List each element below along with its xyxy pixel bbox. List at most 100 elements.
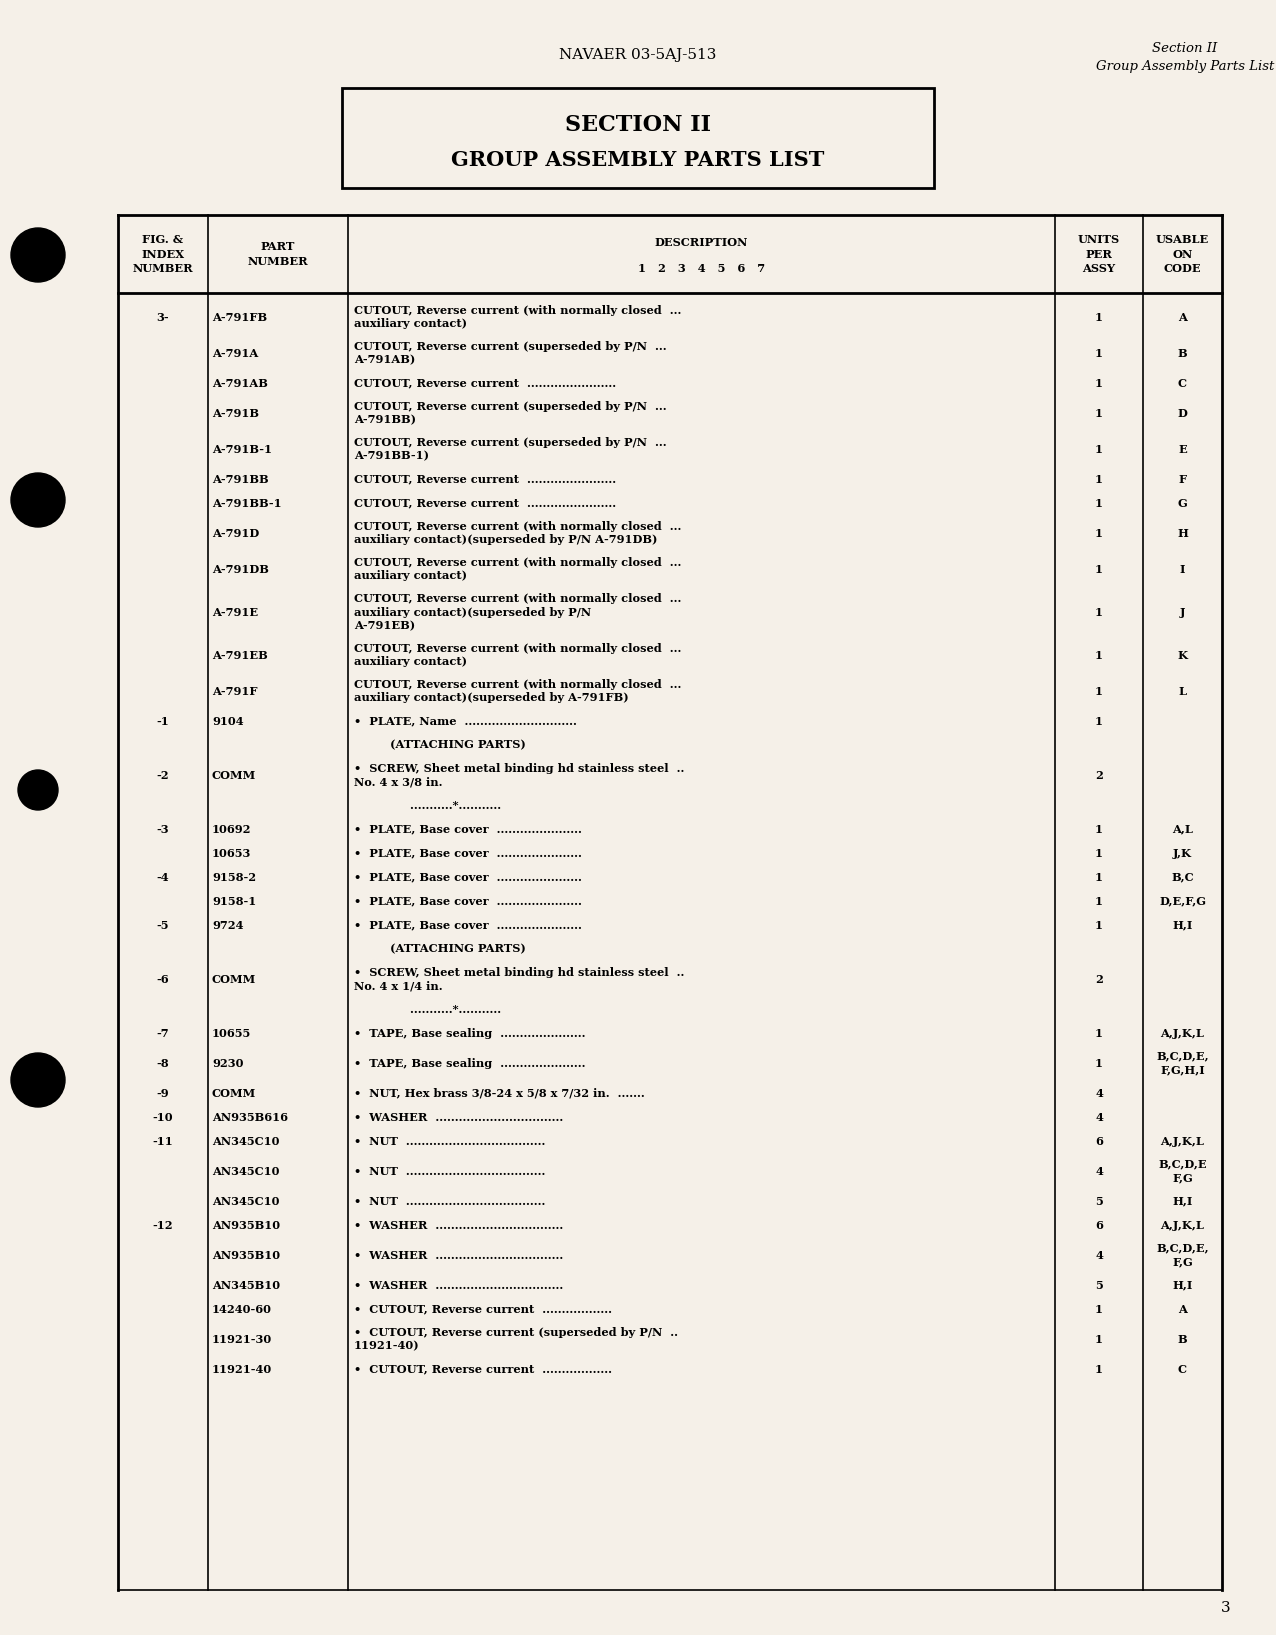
Text: •  TAPE, Base sealing  ......................: • TAPE, Base sealing ...................… (353, 1058, 586, 1069)
Text: •  SCREW, Sheet metal binding hd stainless steel  ..: • SCREW, Sheet metal binding hd stainles… (353, 966, 684, 978)
Text: NAVAER 03-5AJ-513: NAVAER 03-5AJ-513 (559, 47, 717, 62)
Text: 2: 2 (1095, 973, 1102, 984)
Text: 3: 3 (1220, 1601, 1230, 1615)
Text: B: B (1178, 348, 1187, 358)
Text: AN345C10: AN345C10 (212, 1195, 279, 1207)
Text: •  CUTOUT, Reverse current  ..................: • CUTOUT, Reverse current ..............… (353, 1303, 612, 1315)
Text: PART
NUMBER: PART NUMBER (248, 242, 309, 267)
Text: F,G,H,I: F,G,H,I (1160, 1064, 1205, 1076)
Text: CUTOUT, Reverse current (superseded by P/N  ...: CUTOUT, Reverse current (superseded by P… (353, 401, 666, 412)
Text: •  PLATE, Base cover  ......................: • PLATE, Base cover ....................… (353, 824, 582, 834)
Text: 9104: 9104 (212, 716, 244, 726)
Text: •  CUTOUT, Reverse current (superseded by P/N  ..: • CUTOUT, Reverse current (superseded by… (353, 1326, 678, 1337)
Text: J,K: J,K (1173, 847, 1192, 858)
Text: 1: 1 (1095, 312, 1102, 322)
Text: A-791EB): A-791EB) (353, 620, 415, 631)
Text: CUTOUT, Reverse current (with normally closed  ...: CUTOUT, Reverse current (with normally c… (353, 643, 681, 654)
Text: Section II: Section II (1152, 41, 1217, 54)
Text: -3: -3 (157, 824, 170, 834)
Text: CUTOUT, Reverse current  .......................: CUTOUT, Reverse current ................… (353, 497, 616, 508)
Text: •  TAPE, Base sealing  ......................: • TAPE, Base sealing ...................… (353, 1027, 586, 1038)
Text: -1: -1 (157, 716, 170, 726)
Text: No. 4 x 3/8 in.: No. 4 x 3/8 in. (353, 777, 443, 786)
Bar (342, 88, 934, 188)
Text: B: B (1178, 1334, 1187, 1344)
Text: A-791DB: A-791DB (212, 564, 269, 574)
Text: •  NUT  ....................................: • NUT ..................................… (353, 1166, 545, 1177)
Text: A,J,K,L: A,J,K,L (1161, 1027, 1205, 1038)
Text: A-791AB): A-791AB) (353, 355, 416, 365)
Text: 11921-40): 11921-40) (353, 1341, 420, 1351)
Text: 10692: 10692 (212, 824, 251, 834)
Text: •  WASHER  .................................: • WASHER ...............................… (353, 1249, 563, 1261)
Text: auxiliary contact)(superseded by A-791FB): auxiliary contact)(superseded by A-791FB… (353, 692, 629, 703)
Text: 1: 1 (1095, 919, 1102, 930)
Text: CUTOUT, Reverse current (with normally closed  ...: CUTOUT, Reverse current (with normally c… (353, 679, 681, 690)
Text: DESCRIPTION: DESCRIPTION (655, 237, 748, 249)
Text: CUTOUT, Reverse current (with normally closed  ...: CUTOUT, Reverse current (with normally c… (353, 558, 681, 567)
Text: •  PLATE, Base cover  ......................: • PLATE, Base cover ....................… (353, 871, 582, 883)
Text: A-791F: A-791F (212, 685, 258, 697)
Text: 9158-1: 9158-1 (212, 896, 256, 906)
Text: 11921-40: 11921-40 (212, 1364, 272, 1375)
Text: 1: 1 (1095, 528, 1102, 538)
Text: AN935B616: AN935B616 (212, 1112, 288, 1123)
Text: 9230: 9230 (212, 1058, 244, 1069)
Text: ...........*...........: ...........*........... (353, 800, 501, 811)
Text: 1: 1 (1095, 474, 1102, 484)
Text: COMM: COMM (212, 770, 256, 780)
Text: A-791EB: A-791EB (212, 649, 268, 661)
Circle shape (11, 1053, 65, 1107)
Text: •  PLATE, Base cover  ......................: • PLATE, Base cover ....................… (353, 847, 582, 858)
Text: -10: -10 (153, 1112, 174, 1123)
Text: B,C: B,C (1171, 871, 1194, 883)
Text: A-791E: A-791E (212, 607, 258, 618)
Text: 14240-60: 14240-60 (212, 1303, 272, 1315)
Text: •  PLATE, Base cover  ......................: • PLATE, Base cover ....................… (353, 919, 582, 930)
Text: AN935B10: AN935B10 (212, 1249, 281, 1261)
Text: 1: 1 (1095, 497, 1102, 508)
Text: auxiliary contact): auxiliary contact) (353, 571, 467, 582)
Text: -5: -5 (157, 919, 170, 930)
Text: auxiliary contact)(superseded by P/N A-791DB): auxiliary contact)(superseded by P/N A-7… (353, 535, 657, 544)
Text: D: D (1178, 407, 1188, 419)
Text: •  CUTOUT, Reverse current  ..................: • CUTOUT, Reverse current ..............… (353, 1364, 612, 1375)
Text: auxiliary contact): auxiliary contact) (353, 656, 467, 667)
Text: -4: -4 (157, 871, 170, 883)
Text: 1: 1 (1095, 443, 1102, 455)
Text: 1: 1 (1095, 378, 1102, 389)
Text: B,C,D,E: B,C,D,E (1159, 1159, 1207, 1169)
Text: 1: 1 (1095, 896, 1102, 906)
Text: -9: -9 (157, 1087, 170, 1099)
Text: (ATTACHING PARTS): (ATTACHING PARTS) (353, 943, 526, 955)
Text: Group Assembly Parts List: Group Assembly Parts List (1096, 59, 1275, 72)
Text: (ATTACHING PARTS): (ATTACHING PARTS) (353, 739, 526, 750)
Text: E: E (1178, 443, 1187, 455)
Text: CUTOUT, Reverse current  .......................: CUTOUT, Reverse current ................… (353, 378, 616, 389)
Text: F: F (1179, 474, 1187, 484)
Text: 2: 2 (1095, 770, 1102, 780)
Text: A-791BB-1): A-791BB-1) (353, 450, 429, 461)
Text: A,L: A,L (1173, 824, 1193, 834)
Circle shape (11, 227, 65, 281)
Text: CUTOUT, Reverse current (with normally closed  ...: CUTOUT, Reverse current (with normally c… (353, 522, 681, 531)
Text: CUTOUT, Reverse current  .......................: CUTOUT, Reverse current ................… (353, 474, 616, 484)
Text: B,C,D,E,: B,C,D,E, (1156, 1243, 1208, 1254)
Text: AN345C10: AN345C10 (212, 1166, 279, 1177)
Text: 1: 1 (1095, 1364, 1102, 1375)
Text: H: H (1176, 528, 1188, 538)
Text: GROUP ASSEMBLY PARTS LIST: GROUP ASSEMBLY PARTS LIST (452, 150, 824, 170)
Text: C: C (1178, 1364, 1187, 1375)
Text: 1: 1 (1095, 1027, 1102, 1038)
Text: I: I (1180, 564, 1185, 574)
Text: SECTION II: SECTION II (565, 114, 711, 136)
Text: COMM: COMM (212, 973, 256, 984)
Text: K: K (1178, 649, 1188, 661)
Text: 1: 1 (1095, 348, 1102, 358)
Text: -6: -6 (157, 973, 170, 984)
Text: 1: 1 (1095, 685, 1102, 697)
Circle shape (11, 473, 65, 526)
Text: 1: 1 (1095, 407, 1102, 419)
Text: 6: 6 (1095, 1220, 1102, 1231)
Text: •  NUT, Hex brass 3/8-24 x 5/8 x 7/32 in.  .......: • NUT, Hex brass 3/8-24 x 5/8 x 7/32 in.… (353, 1087, 644, 1099)
